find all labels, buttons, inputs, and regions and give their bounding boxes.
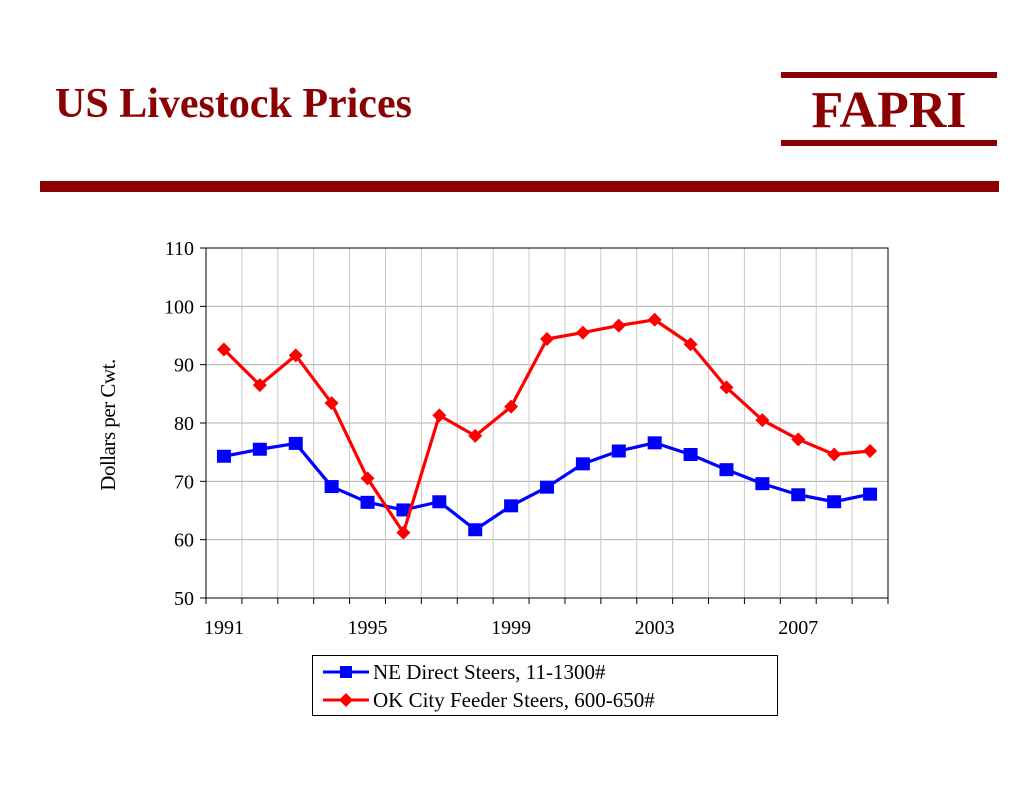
data-point-diamond: [396, 525, 411, 540]
data-point-diamond: [575, 325, 590, 340]
header-rule: [40, 181, 999, 192]
data-point-square: [647, 436, 662, 450]
legend-item-ok-city-feeder-steers: OK City Feeder Steers, 600-650#: [313, 686, 777, 714]
data-point-diamond: [755, 413, 770, 428]
legend-label: NE Direct Steers, 11-1300#: [373, 660, 606, 684]
x-tick-label: 1991: [204, 617, 244, 639]
data-point-diamond: [540, 332, 554, 346]
data-point-square: [288, 436, 303, 450]
x-tick-label: 1999: [491, 617, 531, 639]
data-point-diamond: [827, 447, 842, 462]
data-point-square: [719, 463, 734, 477]
data-point-diamond: [252, 378, 267, 393]
data-point-square: [468, 523, 483, 537]
data-point-square: [252, 442, 267, 456]
grid: [206, 247, 888, 598]
data-point-square: [396, 503, 411, 517]
y-tick-label: 50: [174, 588, 194, 610]
data-point-square: [863, 487, 878, 501]
data-point-diamond: [719, 380, 734, 395]
data-point-diamond: [324, 396, 339, 411]
axes: 50 60 70 80 90 100 110 1991 1995 1999 2003 2007: [164, 238, 889, 639]
data-point-diamond: [647, 312, 662, 327]
x-tick-label: 2007: [778, 617, 818, 639]
y-tick-label: 80: [174, 413, 194, 435]
data-point-square: [683, 448, 698, 461]
data-point-diamond: [288, 348, 303, 363]
data-point-diamond: [863, 444, 878, 458]
data-point-diamond: [791, 432, 806, 447]
data-point-square: [611, 444, 626, 458]
data-point-square: [755, 477, 770, 491]
legend-item-ne-direct-steers: NE Direct Steers, 11-1300#: [313, 658, 777, 686]
legend-swatch-diamond-marker: [323, 693, 369, 707]
data-point-diamond: [504, 399, 519, 414]
data-point-diamond: [468, 428, 483, 443]
y-tick-label: 110: [165, 238, 194, 260]
x-tick-label: 2003: [635, 617, 675, 639]
data-point-diamond: [432, 408, 447, 423]
data-point-diamond: [611, 318, 626, 333]
y-tick-label: 70: [174, 471, 194, 493]
x-tick-label: 1995: [348, 617, 388, 639]
data-point-square: [575, 457, 590, 471]
legend: NE Direct Steers, 11-1300# OK City Feede…: [312, 655, 778, 716]
data-point-square: [540, 480, 554, 494]
slide-title: US Livestock Prices: [55, 81, 412, 127]
data-point-square: [216, 449, 231, 463]
y-axis-label: Dollars per Cwt.: [96, 359, 120, 490]
data-point-square: [504, 499, 519, 513]
series-ok-city-feeder-steers: [216, 312, 878, 540]
series-ne-direct-steers: [216, 436, 878, 537]
data-point-square: [324, 480, 339, 494]
data-point-square: [432, 495, 447, 509]
y-tick-label: 90: [174, 355, 194, 377]
logo-text: FAPRI: [811, 82, 967, 139]
y-tick-label: 60: [174, 530, 194, 552]
data-point-square: [360, 495, 375, 509]
fapri-logo: FAPRI: [781, 72, 997, 148]
logo-bottom-bar: [781, 140, 997, 146]
y-tick-label: 100: [164, 296, 194, 318]
data-point-square: [827, 495, 842, 509]
series-layer: [216, 312, 878, 540]
plot-area-border: [205, 247, 889, 599]
data-point-diamond: [360, 471, 375, 486]
logo-top-bar: [781, 72, 997, 78]
data-point-diamond: [216, 342, 231, 357]
data-point-square: [791, 488, 806, 502]
series-line: [222, 318, 871, 535]
legend-label: OK City Feeder Steers, 600-650#: [373, 688, 655, 712]
legend-swatch-square-marker: [323, 666, 369, 678]
data-point-diamond: [683, 337, 698, 352]
